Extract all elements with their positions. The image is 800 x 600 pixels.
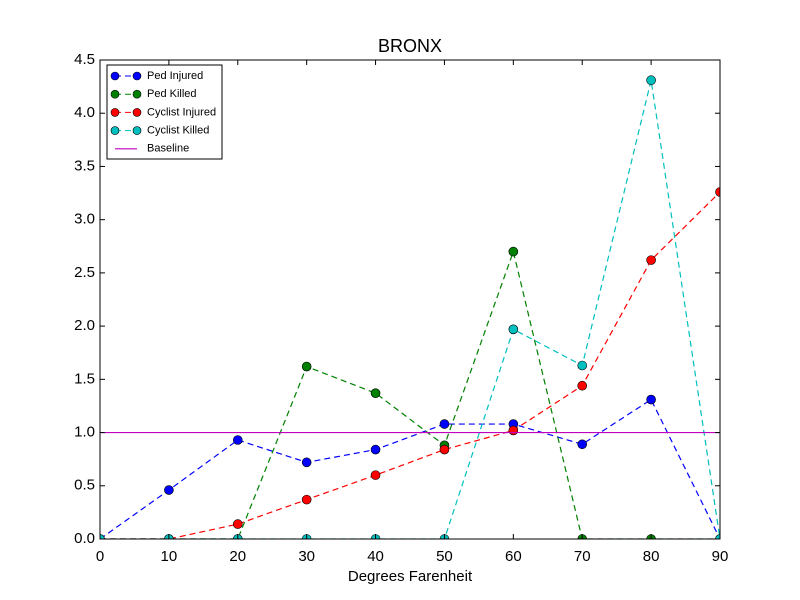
y-tick-label: 1.0 bbox=[74, 424, 95, 441]
data-point bbox=[646, 394, 656, 405]
legend-label: Baseline bbox=[147, 143, 189, 155]
data-point bbox=[508, 324, 519, 335]
data-point bbox=[646, 255, 656, 265]
data-point bbox=[370, 470, 381, 480]
y-tick-label: 4.5 bbox=[74, 51, 95, 68]
data-point bbox=[232, 519, 243, 529]
legend-label: Cyclist Killed bbox=[147, 125, 209, 137]
data-point bbox=[100, 534, 105, 539]
data-point bbox=[439, 444, 450, 455]
x-tick-label: 50 bbox=[436, 548, 453, 565]
data-point bbox=[164, 485, 174, 495]
data-point bbox=[715, 187, 720, 197]
data-point bbox=[715, 534, 720, 539]
data-point bbox=[577, 439, 588, 450]
data-point bbox=[508, 246, 519, 257]
y-tick-label: 3.0 bbox=[74, 211, 95, 228]
y-tick-label: 0.0 bbox=[74, 530, 95, 547]
legend-marker bbox=[132, 71, 142, 81]
y-tick-label: 2.0 bbox=[74, 317, 95, 334]
y-tick-label: 4.0 bbox=[74, 104, 95, 121]
legend-marker bbox=[132, 126, 142, 135]
y-tick-label: 3.5 bbox=[74, 157, 95, 174]
data-point bbox=[232, 435, 243, 445]
data-point bbox=[646, 75, 656, 86]
data-point bbox=[370, 444, 381, 455]
data-point bbox=[301, 361, 312, 372]
chart-title: BRONX bbox=[378, 36, 442, 56]
y-tick-label: 2.5 bbox=[74, 264, 95, 281]
plot-area bbox=[100, 75, 720, 539]
legend-marker bbox=[132, 89, 142, 99]
x-tick-label: 20 bbox=[229, 548, 246, 565]
legend-marker bbox=[110, 71, 120, 81]
data-point bbox=[577, 380, 588, 391]
y-tick-label: 0.5 bbox=[74, 477, 95, 494]
series-line bbox=[100, 249, 720, 539]
x-tick-label: 60 bbox=[505, 548, 522, 565]
legend-marker bbox=[110, 108, 120, 117]
x-tick-label: 30 bbox=[298, 548, 315, 565]
x-axis-label: Degrees Farenheit bbox=[348, 568, 473, 585]
series-line bbox=[100, 398, 720, 539]
legend-label: Ped Killed bbox=[147, 88, 197, 100]
data-point bbox=[370, 388, 381, 398]
data-point bbox=[301, 457, 312, 468]
legend-marker bbox=[110, 126, 120, 135]
legend-marker bbox=[110, 89, 120, 99]
series-line bbox=[100, 191, 720, 539]
data-point bbox=[301, 494, 312, 505]
legend-label: Cyclist Injured bbox=[147, 106, 216, 118]
data-point bbox=[439, 419, 450, 429]
x-tick-label: 0 bbox=[96, 548, 104, 565]
legend-label: Ped Injured bbox=[147, 70, 203, 82]
axes-frame bbox=[99, 59, 721, 540]
x-tick-label: 10 bbox=[161, 548, 178, 565]
x-tick-label: 80 bbox=[643, 548, 660, 565]
x-tick-label: 90 bbox=[712, 548, 729, 565]
data-point bbox=[508, 425, 519, 436]
x-tick-label: 40 bbox=[367, 548, 384, 565]
x-tick-label: 70 bbox=[574, 548, 591, 565]
legend-marker bbox=[132, 108, 142, 117]
y-tick-label: 1.5 bbox=[74, 370, 95, 387]
data-point bbox=[577, 360, 588, 371]
